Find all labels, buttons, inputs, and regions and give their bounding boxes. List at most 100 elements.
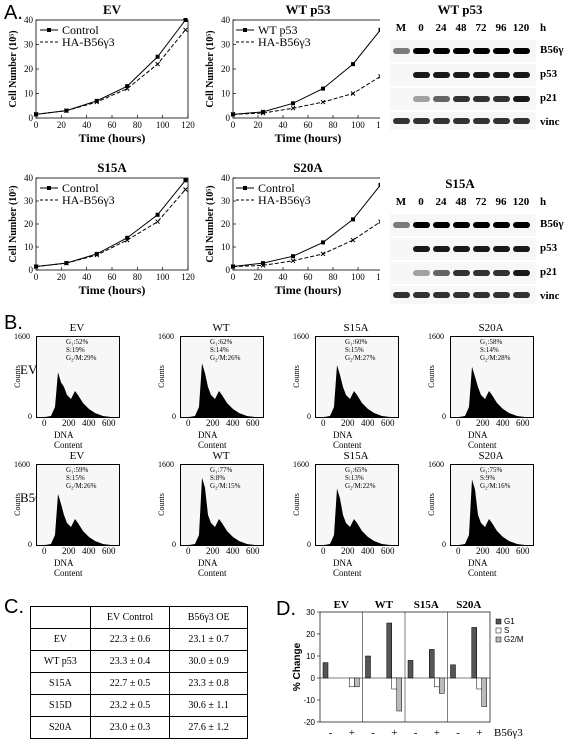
y-tick-label: 30 <box>24 196 34 206</box>
x-tick-label: 0 <box>231 120 236 130</box>
data-point <box>94 99 100 105</box>
table-row: S15A 22.7 ± 0.5 23.3 ± 0.8 <box>30 672 248 695</box>
y-tick-label: 0 <box>29 113 34 123</box>
blot-band <box>493 48 510 54</box>
x-tick-label: 0 <box>42 418 47 428</box>
blot-band <box>513 96 530 102</box>
data-point <box>125 84 130 89</box>
data-point <box>378 73 380 79</box>
y-tick-label: 40 <box>24 173 34 183</box>
data-point <box>155 54 160 59</box>
flow-stats: G₁:52% S:19% G₂/M:29% <box>66 338 96 362</box>
blot-band <box>433 292 450 298</box>
sign-label: - <box>329 727 333 739</box>
y-axis-label: Counts <box>426 493 436 516</box>
bar <box>450 664 456 679</box>
table-cell: 22.3 ± 0.6 <box>89 628 171 651</box>
table-row: EV 22.3 ± 0.6 23.1 ± 0.7 <box>30 628 248 651</box>
sign-label: + <box>391 727 397 739</box>
blot-band <box>513 48 530 54</box>
legend-label: S <box>504 626 509 635</box>
data-point <box>230 264 236 269</box>
y-tick-label: 1600 <box>428 460 444 469</box>
y-axis-label: Counts <box>156 365 166 388</box>
y-tick-label: 20 <box>221 64 231 74</box>
flow-stat-s: S:8% <box>210 474 226 482</box>
panel-letter-a: A. <box>4 2 23 24</box>
x-tick-label: 60 <box>304 272 314 282</box>
x-tick-label: 120 <box>376 272 380 282</box>
histogram-frame <box>36 464 120 546</box>
x-axis-label: DNA Content <box>333 558 362 578</box>
histogram <box>45 493 111 545</box>
bar <box>365 655 371 679</box>
bar <box>429 649 435 679</box>
legend-swatch <box>495 636 502 643</box>
plot-frame <box>35 177 189 271</box>
y-tick-label: 0 <box>28 412 32 421</box>
data-point <box>350 237 356 243</box>
bar <box>322 662 329 679</box>
data-point <box>124 86 130 91</box>
blot-band <box>433 246 450 252</box>
blot-band <box>453 222 470 228</box>
y-tick-label: 30 <box>221 196 231 206</box>
data-point <box>183 178 188 183</box>
table-cell: 22.7 ± 0.5 <box>89 672 171 695</box>
group-label: WT <box>375 599 394 611</box>
series-line <box>232 76 380 115</box>
blot-band <box>393 118 410 124</box>
bar <box>434 677 440 688</box>
histogram-peak <box>324 488 390 545</box>
blot-band <box>473 222 490 228</box>
bar <box>407 660 414 679</box>
blot-band <box>453 48 470 54</box>
flow-stat-g1: G₁:77% <box>210 466 233 474</box>
x-tick-label: 600 <box>102 546 116 556</box>
table-cell: 30.6 ± 1.1 <box>169 694 248 717</box>
data-point <box>350 91 356 96</box>
bar <box>391 677 397 690</box>
blot-band <box>473 96 490 102</box>
sign-label: + <box>434 727 440 739</box>
chart-title: S15A <box>97 160 127 175</box>
doubling-table: EV Control B56γ3 OE EV 22.3 ± 0.6 23.1 ± 0.7… <box>30 606 248 739</box>
y-axis-label: Counts <box>291 365 301 388</box>
series-line <box>232 184 380 268</box>
x-tick-label: 80 <box>329 120 339 130</box>
flow-stat-g2: G₂/M:16% <box>480 482 511 490</box>
data-point <box>378 219 380 225</box>
x-axis-label: Time (hours) <box>275 131 342 145</box>
data-point <box>351 217 355 222</box>
blot-band <box>413 292 430 298</box>
y-tick-label: 40 <box>221 173 231 183</box>
table-cell: 23.3 ± 0.4 <box>89 650 171 673</box>
flow-stat-g1: G₁:65% <box>345 466 368 474</box>
growth-chart-1: WT p53020406080100120010203040Time (hour… <box>205 2 380 145</box>
y-tick-label: 0 <box>307 412 311 421</box>
blot-band <box>393 292 410 298</box>
blot-title: WT p53 <box>437 2 483 17</box>
legend-label: G2/M <box>504 635 524 644</box>
x-tick-label: 400 <box>496 418 510 428</box>
plot-frame <box>232 177 380 271</box>
flow-stat-g2: G₂/M:22% <box>345 482 376 490</box>
flow-row-label: EV <box>20 362 38 377</box>
table-cell: 30.0 ± 0.9 <box>169 650 248 673</box>
flow-stats: G₁:75% S:9% G₂/M:16% <box>480 466 510 490</box>
flow-cytometry: EVB56γ3EVG₁:52%S:19%G₂/M:29%16000Counts0… <box>0 320 576 592</box>
x-tick-label: 60 <box>108 272 118 282</box>
legend-label: HA-B56γ3 <box>62 35 115 49</box>
sign-label: - <box>414 727 418 739</box>
blot-row-label: p21 <box>540 266 558 278</box>
sign-label: - <box>371 727 375 739</box>
y-tick-label: 20 <box>24 64 34 74</box>
y-tick-label: 20 <box>306 630 315 639</box>
bar <box>476 677 482 690</box>
legend-label: Control <box>62 181 99 195</box>
lane-label: 96 <box>495 196 507 208</box>
flow-stat-s: S:13% <box>345 474 364 482</box>
flow-title: EV <box>69 322 85 334</box>
x-tick-label: 100 <box>156 272 170 282</box>
data-point <box>94 98 99 103</box>
